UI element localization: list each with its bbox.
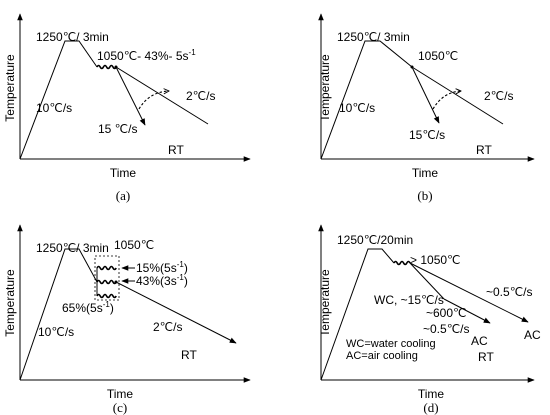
x-axis-label: Time bbox=[107, 387, 134, 401]
caption-a: (a) bbox=[116, 188, 130, 203]
panel-c: Temperature Time 1250℃/ 3min 1050℃ 15%(5… bbox=[3, 224, 251, 415]
slow-cooling-label: 2℃/s bbox=[153, 320, 182, 334]
legend-air-cooling: AC=air cooling bbox=[346, 350, 418, 362]
y-axis-label: Temperature bbox=[318, 269, 332, 337]
rate-change-arrow bbox=[432, 91, 461, 110]
fast-cooling-line bbox=[115, 66, 146, 126]
heating-path bbox=[19, 248, 98, 381]
slow-cooling-label: 2℃/s bbox=[186, 89, 215, 103]
rt-label: RT bbox=[478, 350, 494, 364]
heating-path bbox=[320, 248, 395, 381]
reheat-label: 1250℃/20min bbox=[337, 233, 413, 247]
air-cooling-line bbox=[409, 262, 529, 323]
rt-label: RT bbox=[168, 143, 184, 157]
reheat-label: 1250℃/ 3min bbox=[36, 241, 109, 255]
slow-cooling-line bbox=[411, 66, 504, 125]
rt-label: RT bbox=[476, 143, 492, 157]
heating-rate-label: 10℃/s bbox=[36, 101, 72, 115]
heating-path bbox=[320, 40, 413, 160]
slow-cooling-line bbox=[115, 281, 237, 344]
interrupt-temperature-label: ~600℃ bbox=[426, 306, 467, 320]
panel-b: Temperature Time 1250℃/ 3min 1050℃ 10℃/s… bbox=[318, 13, 535, 203]
caption-b: (b) bbox=[417, 188, 432, 203]
deformation-label: 1050℃- 43%- 5s-1 bbox=[97, 48, 196, 63]
water-cooling-line bbox=[409, 262, 445, 300]
deformation-wave-43 bbox=[96, 279, 117, 285]
caption-c: (c) bbox=[113, 400, 127, 415]
slow-cooling-line bbox=[115, 66, 209, 125]
strain-43-label: 43%(3s-1) bbox=[136, 273, 188, 288]
y-axis-label: Temperature bbox=[318, 54, 332, 122]
deformation-wave-65 bbox=[96, 293, 117, 299]
y-axis-label: Temperature bbox=[3, 54, 17, 122]
reheat-label: 1250℃/ 3min bbox=[337, 30, 410, 44]
deformation-wave bbox=[393, 260, 411, 266]
panel-a: Temperature Time 1250℃/ 3min 1050℃- 43%-… bbox=[3, 13, 251, 203]
deformation-wave bbox=[96, 64, 117, 70]
heating-path bbox=[19, 40, 98, 160]
deformation-box bbox=[94, 255, 120, 301]
x-axis-label: Time bbox=[418, 387, 445, 401]
fast-cooling-label: 15℃/s bbox=[409, 128, 445, 142]
air-cooling-rate-low-label: ~0.5℃/s bbox=[423, 322, 470, 336]
legend-water-cooling: WC=water cooling bbox=[346, 338, 436, 350]
strain-15-label: 15%(5s-1) bbox=[136, 260, 188, 275]
rate-change-arrow bbox=[138, 91, 169, 110]
fast-cooling-line bbox=[411, 66, 440, 124]
reheat-label: 1250℃/ 3min bbox=[36, 30, 109, 44]
slow-cooling-label: 2℃/s bbox=[484, 89, 513, 103]
rt-label: RT bbox=[181, 348, 197, 362]
ac-high-label: AC bbox=[524, 328, 541, 342]
heating-rate-label: 10℃/s bbox=[38, 325, 74, 339]
panel-d: Temperature Time 1250℃/20min > 1050℃ WC,… bbox=[318, 224, 541, 415]
caption-d: (d) bbox=[423, 400, 438, 415]
x-axis-label: Time bbox=[412, 166, 439, 180]
deformation-label: 1050℃ bbox=[114, 238, 154, 252]
deformation-wave-15 bbox=[96, 265, 117, 271]
interrupted-air-cooling-line bbox=[443, 298, 491, 324]
strain-65-label: 65%(5s-1) bbox=[62, 300, 114, 315]
air-cooling-rate-high-label: ~0.5℃/s bbox=[486, 285, 533, 299]
water-cooling-rate-label: WC, ~15℃/s bbox=[374, 293, 444, 307]
fast-cooling-label: 15 ℃/s bbox=[98, 122, 138, 136]
deformation-label: > 1050℃ bbox=[410, 253, 461, 267]
heating-rate-label: 10℃/s bbox=[339, 101, 375, 115]
ac-low-label: AC bbox=[471, 334, 488, 348]
y-axis-label: Temperature bbox=[3, 269, 17, 337]
x-axis-label: Time bbox=[110, 166, 137, 180]
deformation-label: 1050℃ bbox=[418, 49, 458, 63]
